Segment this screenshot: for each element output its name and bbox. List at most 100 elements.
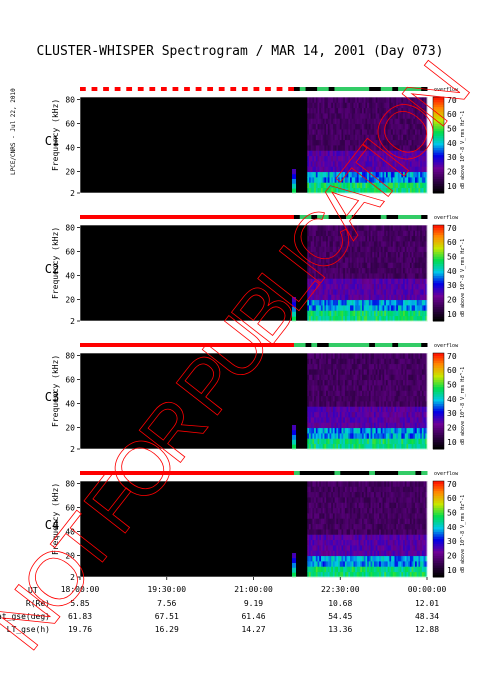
spectrogram-cell [415, 385, 418, 391]
spectrogram-cell [334, 433, 337, 439]
spectrogram-cell [324, 102, 327, 109]
spectrogram-cell [308, 513, 312, 519]
spectrogram-cell [375, 502, 378, 509]
spectrogram-cell [418, 433, 421, 439]
spectrogram-cell [363, 246, 366, 253]
spectrogram-cell [346, 315, 349, 322]
spectrogram-cell [391, 97, 394, 103]
spectrogram-cell [332, 550, 336, 557]
spectrogram-cell [425, 374, 428, 381]
spectrogram-cell [351, 235, 354, 242]
status-bar-segment [213, 471, 220, 475]
spectrogram-cell [425, 411, 428, 418]
spectrogram-cell [353, 555, 356, 562]
spectrogram-cell [367, 102, 370, 109]
status-bar-segment [178, 343, 185, 347]
spectrogram-cell [336, 102, 339, 109]
spectrogram-cell [373, 113, 377, 119]
spectrogram-cell [346, 497, 349, 503]
spectrogram-cell [355, 305, 358, 311]
spectrogram-cell [392, 353, 395, 359]
spectrogram-cell [324, 107, 327, 114]
spectrogram-cell [373, 166, 377, 173]
spectrogram-cell [307, 422, 310, 429]
spectrogram-cell [341, 113, 344, 119]
spectrogram-cell [344, 171, 348, 178]
spectrogram-cell [387, 289, 390, 295]
status-bar-segment [155, 87, 162, 91]
spectrogram-cell [338, 305, 341, 311]
spectrogram-cell [421, 283, 424, 290]
spectrogram-cell [343, 390, 346, 397]
colorbar-swatch [433, 444, 444, 448]
spectrogram-cell [418, 182, 421, 189]
spectrogram-cell [372, 422, 375, 429]
spectrogram-cell [319, 497, 322, 503]
status-bar-segment [357, 471, 364, 475]
spectrogram-cell [404, 262, 407, 269]
spectrogram-cell [367, 171, 370, 178]
spectrogram-cell [409, 406, 413, 413]
spectrogram-cell [404, 443, 407, 450]
spectrogram-cell [406, 406, 409, 413]
spectrogram-cell [409, 177, 413, 183]
spectrogram-cell [384, 262, 387, 269]
spectrogram-cell [307, 225, 310, 231]
spectrogram-cell [312, 422, 315, 429]
spectrogram-cell [425, 353, 428, 359]
spectrogram-cell [425, 310, 428, 317]
spectrogram-cell [403, 443, 406, 450]
spectrogram-cell [380, 374, 383, 381]
spectrogram-cell [420, 123, 423, 130]
spectrogram-cell [324, 411, 327, 418]
spectrogram-cell [348, 97, 351, 103]
spectrogram-cell [308, 294, 312, 301]
spectrogram-cell [346, 273, 349, 279]
spectrogram-cell [420, 427, 423, 434]
spectrogram-cell [397, 353, 401, 359]
spectrogram-cell [348, 358, 351, 365]
spectrogram-cell [408, 161, 411, 167]
spectrogram-cell [372, 539, 375, 546]
spectrogram-cell [327, 145, 330, 151]
status-bar-segment [253, 343, 260, 347]
spectrogram-cell [373, 390, 377, 397]
spectrogram-cell [317, 443, 320, 450]
spectrogram-cell [312, 534, 315, 541]
spectrogram-cell [385, 251, 389, 258]
spectrogram-cell [327, 395, 330, 402]
spectrogram-cell [377, 289, 380, 295]
spectrogram-cell [334, 161, 337, 167]
spectrogram-cell [411, 118, 414, 125]
spectrogram-cell [403, 166, 406, 173]
spectrogram-cell [425, 417, 428, 423]
spectrogram-cell [341, 555, 344, 562]
colorbar-swatch [433, 311, 444, 315]
spectrogram-cell [421, 161, 424, 167]
spectrogram-cell [353, 443, 356, 450]
status-bar-segment [241, 215, 249, 219]
spectrogram-cell [415, 225, 418, 231]
spectrogram-cell [372, 491, 375, 498]
spectrogram-cell [396, 166, 399, 173]
spectrogram-cell [363, 145, 366, 151]
spectrogram-cell [385, 363, 389, 370]
spectrogram-cell [420, 177, 423, 183]
spectrogram-cell [368, 550, 371, 557]
spectrogram-cell [373, 534, 377, 541]
spectrogram-cell [372, 374, 375, 381]
spectrogram-cell [421, 299, 424, 306]
spectrogram-cell [310, 390, 313, 397]
spectrogram-cell [315, 166, 318, 173]
status-bar-segment [380, 471, 388, 475]
spectrogram-cell [343, 433, 346, 439]
status-bar-segment [398, 87, 405, 91]
spectrogram-cell [322, 497, 325, 503]
spectrogram-cell [341, 97, 344, 103]
spectrogram-cell [416, 395, 419, 402]
spectrogram-cell [416, 427, 419, 434]
spectrogram-cell [315, 267, 318, 274]
spectrogram-cell [360, 257, 363, 263]
spectrogram-cell [396, 379, 399, 386]
spectrogram-cell [326, 363, 329, 370]
